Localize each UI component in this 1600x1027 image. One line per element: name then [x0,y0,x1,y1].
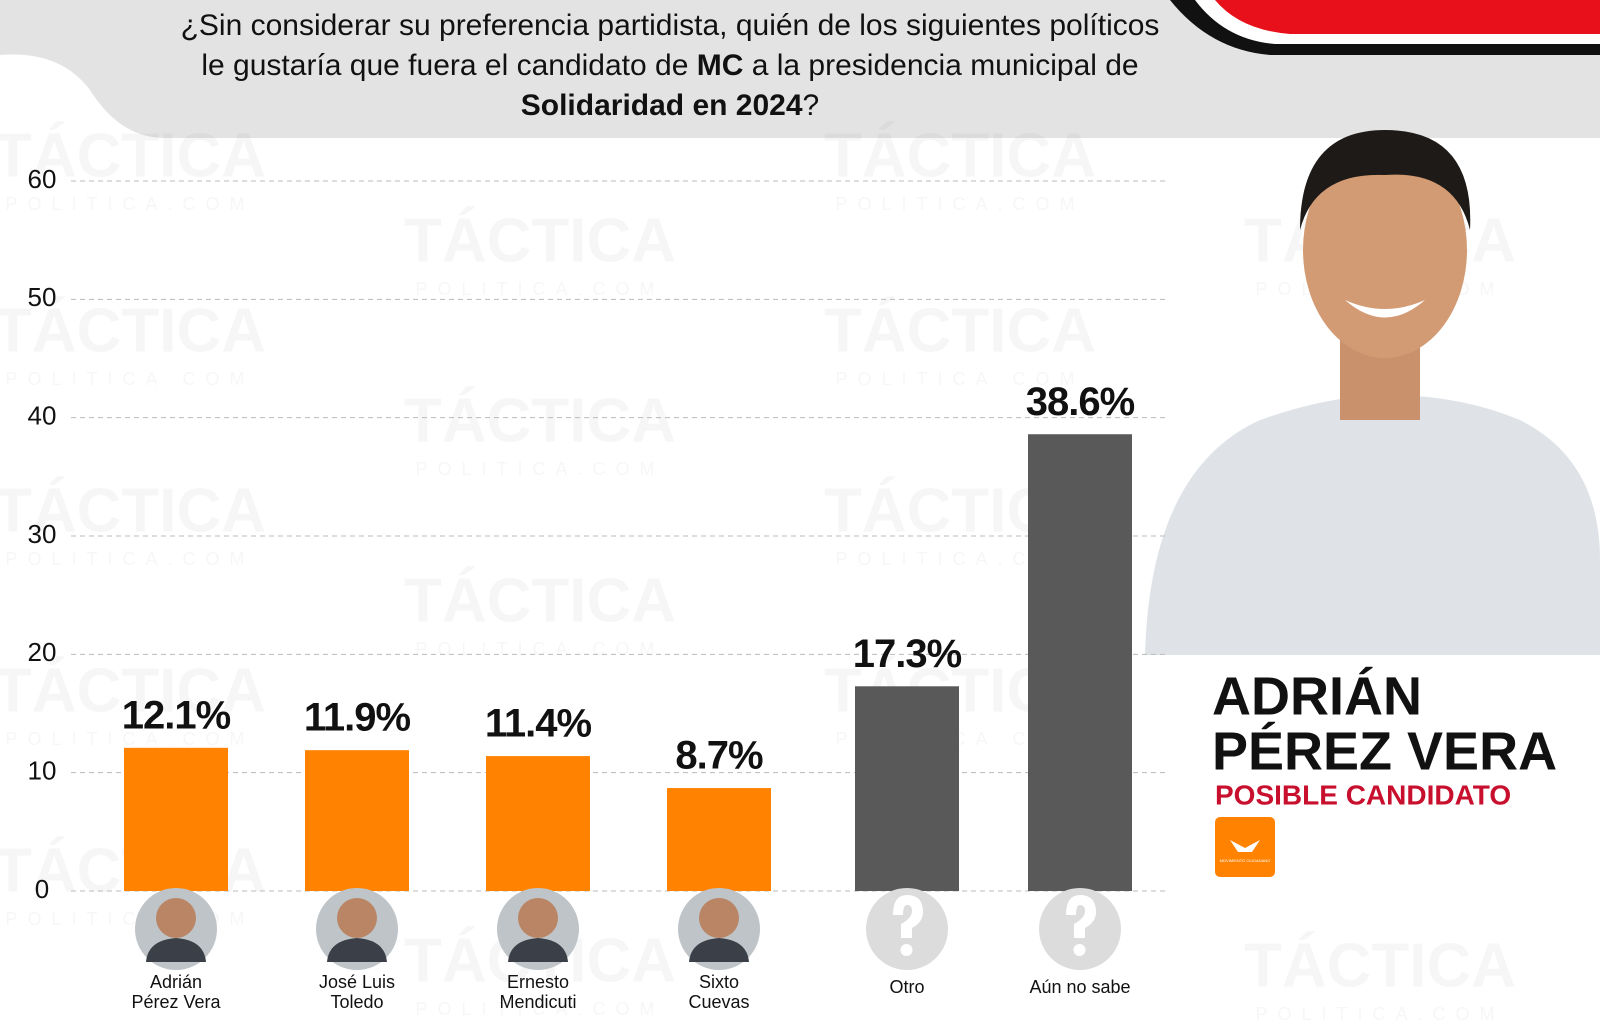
candidate-name: ADRIÁN [1212,666,1422,726]
candidate-name: PÉREZ VERA [1212,721,1557,781]
x-tick-label: Aún no sabe [1029,977,1131,997]
watermark-site: POLITICA.COM [5,909,254,929]
x-tick-label: Adrián Pérez Vera [131,972,221,1012]
y-tick-label: 40 [28,401,57,431]
watermark-site: POLITICA.COM [5,549,254,569]
title-part: a la presidencia municipal de [743,49,1139,82]
watermark-brand: TÁCTICA [404,206,676,275]
person-head [699,898,739,938]
watermark-site: POLITICA.COM [415,459,664,479]
person-head [518,898,558,938]
person-head [156,898,196,938]
value-label: 8.7% [675,734,763,778]
question-icon [1066,895,1096,938]
chart-title: ¿Sin considerar su preferencia partidist… [180,6,1160,126]
watermark-site: POLITICA.COM [5,194,254,214]
bar [486,756,590,891]
y-tick-label: 10 [28,756,57,786]
value-label: 38.6% [1026,380,1135,424]
bar [1028,434,1132,891]
watermark-site: POLITICA.COM [1255,1004,1504,1024]
value-label: 17.3% [853,632,962,676]
question-dot [1073,944,1086,956]
party-logo [1215,817,1275,877]
party-logo-bird [1230,840,1260,852]
bar [667,788,771,891]
x-tick-label: Sixto Cuevas [688,972,750,1012]
person-icon [689,938,749,962]
watermark-brand: TÁCTICA [824,296,1096,365]
bar [124,747,228,891]
watermark-brand: TÁCTICA [404,386,676,455]
title-part: Solidaridad en 2024 [520,89,803,122]
y-tick-label: 60 [28,164,57,194]
y-tick-label: 50 [28,282,57,312]
watermark-site: POLITICA.COM [415,639,664,659]
watermark-brand: TÁCTICA [824,121,1096,190]
value-label: 12.1% [122,693,231,737]
person-head [337,898,377,938]
person-icon [508,938,568,962]
value-label: 11.4% [485,702,592,746]
y-tick-label: 0 [35,874,49,904]
person-icon [146,938,206,962]
x-tick-label: José Luis Toledo [318,972,396,1012]
title-part: MC [696,49,744,82]
photo-placeholder [1145,130,1600,655]
header-stripe [1170,0,1600,55]
candidate-subtitle: POSIBLE CANDIDATO [1215,779,1511,810]
party-logo-text: MOVIMIENTO CIUDADANO [1220,858,1271,863]
header-band [0,0,1600,138]
bar [305,750,409,891]
x-tick-label: Otro [889,977,925,997]
y-tick-label: 20 [28,637,57,667]
y-tick-label: 30 [28,519,57,549]
watermark-site: POLITICA.COM [5,369,254,389]
watermark-site: POLITICA.COM [415,279,664,299]
watermark-brand: TÁCTICA [404,566,676,635]
watermark-site: POLITICA.COM [835,194,1084,214]
bar [855,686,959,891]
title-part: ? [802,89,820,122]
question-icon [893,895,923,938]
question-dot [900,944,913,956]
header-red [1215,0,1600,34]
title-part: ¿Sin considerar su preferencia partidist… [180,9,1160,82]
watermark-brand: TÁCTICA [1244,931,1516,1000]
x-tick-label: Ernesto Mendicuti [499,972,577,1012]
person-icon [327,938,387,962]
value-label: 11.9% [304,696,411,740]
